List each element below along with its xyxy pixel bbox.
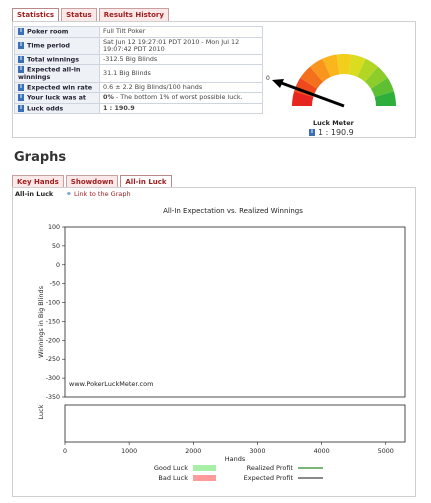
stat-key-cell: i Expected all-in winnings: [14, 64, 100, 83]
gauge-segment: [309, 58, 331, 82]
y-tick-label: 50: [52, 243, 60, 250]
info-icon[interactable]: i: [18, 41, 24, 49]
needle-arrowhead-icon: [272, 79, 284, 88]
table-row: i Poker room Full Tilt Poker: [14, 26, 263, 38]
graph-tabs: Key Hands Showdown All-in Luck: [12, 175, 174, 188]
info-icon[interactable]: i: [18, 28, 24, 35]
legend-label-bad-luck: Bad Luck: [158, 474, 188, 482]
x-tick-label: 5000: [378, 448, 394, 455]
gauge-arcs: [292, 54, 396, 106]
luck-plot-frame: [64, 404, 406, 443]
stat-value-cell: Full Tilt Poker: [99, 26, 263, 38]
x-tick-label: 3000: [249, 448, 265, 455]
gauge-segment: [374, 91, 396, 106]
stat-value-cell: -312.5 Big Blinds: [99, 53, 263, 65]
luck-meter-title: Luck Meter: [313, 119, 354, 127]
x-tick-label: 1000: [121, 448, 137, 455]
tab-all-in-luck[interactable]: All-in Luck: [120, 175, 172, 188]
graphs-heading: Graphs: [14, 150, 67, 165]
stat-key-cell: i Expected win rate: [14, 81, 100, 93]
stat-value-cell: 31.1 Big Blinds: [99, 64, 263, 83]
gauge-segment: [336, 54, 352, 75]
luck-axis-label: Luck: [37, 404, 45, 419]
tab-status[interactable]: Status: [61, 8, 97, 21]
tab-results-history[interactable]: Results History: [98, 8, 169, 21]
y-tick-label: 0: [56, 262, 60, 269]
gauge-segment: [348, 54, 366, 77]
legend-label-expected: Expected Profit: [244, 474, 294, 482]
link-to-graph[interactable]: ⚭ Link to the Graph: [66, 190, 131, 198]
gauge-segment: [294, 77, 318, 97]
stat-key-cell: i Total winnings: [14, 53, 100, 65]
y-tick-label: -50: [50, 281, 60, 288]
table-row: i Total winnings -312.5 Big Blinds: [14, 53, 263, 65]
table-row: i Time period Sat Jun 12 19:27:01 PDT 2010…: [14, 36, 263, 55]
gauge-needle: [275, 79, 345, 108]
statistics-table: i Poker room Full Tilt Poker i Time period S…: [14, 26, 263, 114]
y-axis-label: Winnings in Big Blinds: [37, 285, 45, 358]
y-tick-label: -350: [46, 394, 60, 401]
axes: 100 50 0 -50 -100 -150 -200 -250 -300 -350 0 1000 20…: [46, 224, 406, 455]
stat-key-cell: i Your luck was at: [14, 92, 100, 104]
info-icon[interactable]: i: [18, 83, 24, 91]
legend-label-good-luck: Good Luck: [154, 464, 188, 472]
info-icon[interactable]: i: [18, 94, 24, 101]
luck-meter-gauge: 0: [266, 54, 396, 108]
luck-percent: 0%: [103, 93, 114, 102]
info-icon[interactable]: i: [18, 66, 24, 73]
gauge-zero-label: 0: [266, 75, 270, 82]
graph-subheading: All-in Luck: [15, 190, 54, 198]
info-icon[interactable]: i: [309, 129, 315, 136]
x-tick-label: 0: [63, 448, 67, 455]
tab-key-hands[interactable]: Key Hands: [12, 175, 64, 188]
x-tick-label: 2000: [185, 448, 201, 455]
table-row: i Expected all-in winnings 31.1 Big Blinds: [14, 64, 263, 83]
stat-key-cell: i Poker room: [14, 26, 100, 38]
stat-value-cell: 1 : 190.9: [99, 102, 263, 114]
legend: Good Luck Bad Luck Realized Profit Expec…: [154, 464, 323, 482]
all-in-luck-chart: All-In Expectation vs. Realized Winnings…: [37, 207, 406, 482]
table-row: i Expected win rate 0.6 ± 2.2 Big Blinds/1…: [14, 81, 263, 93]
stat-value-cell: 0.6 ± 2.2 Big Blinds/100 hands: [99, 81, 263, 93]
stat-value-cell: 0% - The bottom 1% of worst possible luc…: [99, 92, 263, 104]
table-row: i Your luck was at 0% - The bottom 1% of w…: [14, 92, 263, 104]
link-icon: ⚭: [66, 190, 72, 198]
y-tick-label: -250: [46, 356, 60, 363]
main-plot-frame: [64, 226, 406, 398]
gauge-segment: [364, 66, 388, 89]
y-tick-label: -150: [46, 318, 60, 325]
y-tick-label: -300: [46, 375, 60, 382]
stat-value-cell: Sat Jun 12 19:27:01 PDT 2010 - Mon Jul 1…: [99, 36, 263, 55]
watermark: www.PokerLuckMeter.com: [69, 380, 153, 388]
x-tick-label: 4000: [314, 448, 330, 455]
legend-label-realized: Realized Profit: [247, 464, 294, 472]
table-row: i Luck odds 1 : 190.9: [14, 102, 263, 114]
gauge-segment: [357, 58, 379, 82]
y-tick-label: 100: [48, 224, 60, 231]
legend-swatch-good-luck: [193, 465, 216, 471]
tab-showdown[interactable]: Showdown: [65, 175, 119, 188]
y-tick-label: -200: [46, 337, 60, 344]
gauge-segment: [370, 77, 394, 97]
stat-key-cell: i Time period: [14, 36, 100, 55]
statistics-panel: i Poker room Full Tilt Poker i Time period S…: [12, 21, 416, 138]
gauge-segment: [300, 66, 324, 89]
graph-panel: All-in Luck ⚭ Link to the Graph All-In E…: [12, 187, 416, 497]
tab-statistics[interactable]: Statistics: [12, 8, 60, 21]
gauge-segment: [322, 54, 340, 77]
gauge-segment: [292, 91, 314, 106]
chart-title: All-In Expectation vs. Realized Winnings: [163, 207, 303, 215]
info-icon[interactable]: i: [18, 104, 24, 112]
stats-tabs: Statistics Status Results History: [12, 8, 171, 21]
luck-odds-value: 1 : 190.9: [103, 103, 135, 112]
y-tick-label: -100: [46, 300, 60, 307]
info-icon[interactable]: i: [18, 55, 24, 63]
stat-key-cell: i Luck odds: [14, 102, 100, 114]
x-axis-label: Hands: [225, 455, 246, 463]
legend-swatch-bad-luck: [193, 475, 216, 481]
